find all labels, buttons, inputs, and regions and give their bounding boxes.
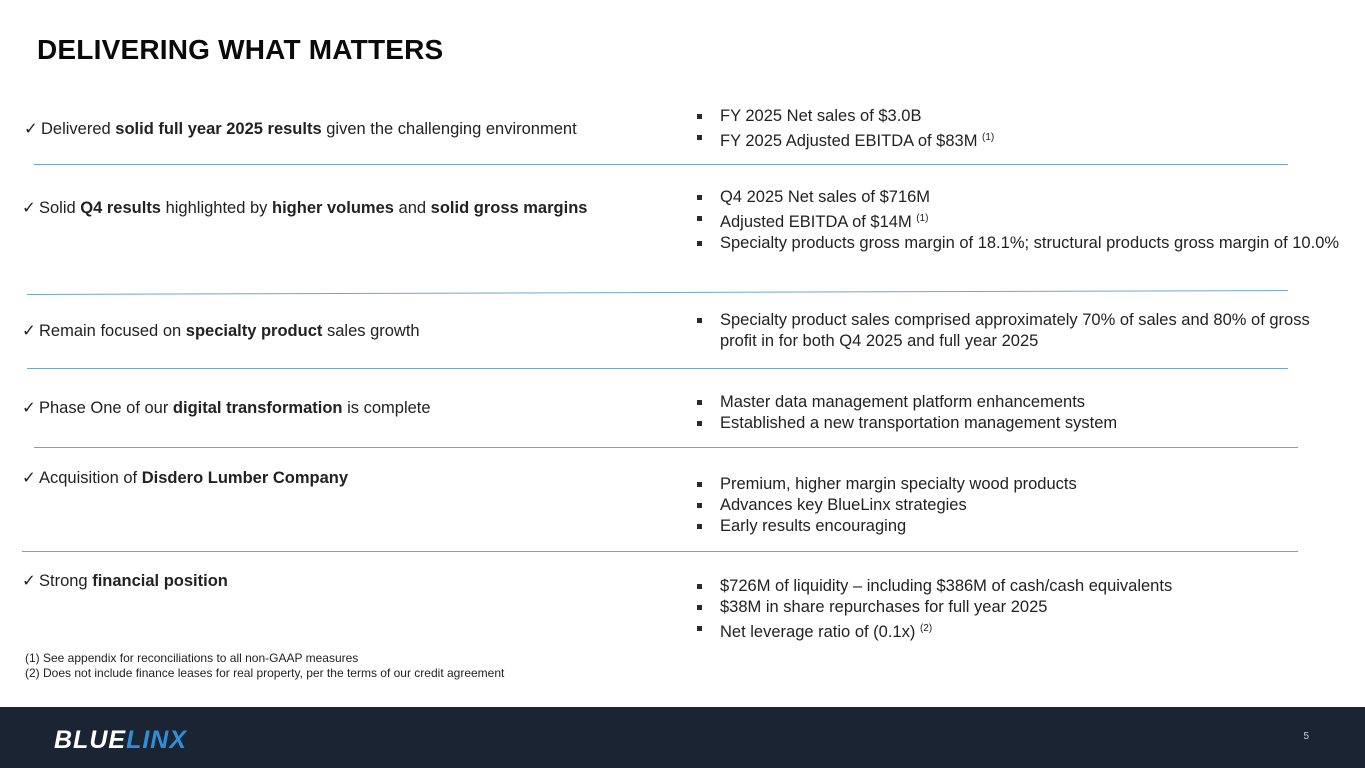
bullet-text: FY 2025 Adjusted EBITDA of $83M — [720, 132, 983, 150]
divider — [27, 290, 1288, 295]
footnotes: (1) See appendix for reconciliations to … — [25, 651, 504, 681]
footnote: (1) See appendix for reconciliations to … — [25, 651, 359, 665]
bullet-text: Specialty products gross margin of 18.1%… — [720, 234, 1340, 252]
bullet-item: Adjusted EBITDA of $14M (1) — [696, 208, 1346, 233]
statement-emphasis: financial position — [92, 572, 228, 590]
statement-text: Solid — [39, 199, 81, 217]
row-bullets: $726M of liquidity – including $386M of … — [696, 576, 1346, 643]
checkmark-icon: ✓ — [22, 322, 36, 340]
footer-bar: BLUELINX 5 — [0, 707, 1365, 768]
row-bullets: Master data management platform enhancem… — [696, 392, 1346, 434]
statement-text: Remain focused on — [39, 322, 186, 340]
statement-emphasis: higher volumes — [272, 199, 394, 217]
row-statement: ✓ Delivered solid full year 2025 results … — [24, 119, 577, 139]
statement-text: Phase One of our — [39, 399, 173, 417]
divider — [34, 164, 1288, 165]
statement-text: is complete — [342, 399, 431, 417]
statement-emphasis: digital transformation — [172, 399, 343, 417]
bullet-item: Master data management platform enhancem… — [696, 392, 1346, 413]
bullet-item: Advances key BlueLinx strategies — [696, 495, 1346, 516]
logo-text-blue: BLUE — [54, 726, 127, 754]
row-bullets: Premium, higher margin specialty wood pr… — [696, 474, 1346, 537]
row-bullets: FY 2025 Net sales of $3.0B FY 2025 Adjust… — [696, 106, 1346, 152]
divider — [22, 551, 1298, 552]
row-statement: ✓ Solid Q4 results highlighted by higher … — [22, 198, 587, 218]
divider — [34, 447, 1298, 448]
bullet-text: Specialty product sales comprised approx… — [720, 311, 1310, 350]
bullet-item: Established a new transportation managem… — [696, 413, 1346, 434]
bullet-text: Premium, higher margin specialty wood pr… — [720, 475, 1077, 493]
bullet-item: $38M in share repurchases for full year … — [696, 597, 1346, 618]
bluelinx-logo: BLUELINX — [54, 726, 187, 755]
bullet-item: Specialty product sales comprised approx… — [696, 310, 1346, 352]
bullet-text: Established a new transportation managem… — [720, 414, 1118, 432]
logo-text-linx: LINX — [126, 726, 188, 754]
bullet-text: Early results encouraging — [720, 517, 907, 535]
checkmark-icon: ✓ — [24, 120, 38, 138]
bullet-text: Adjusted EBITDA of $14M — [720, 213, 917, 231]
bullet-item: Q4 2025 Net sales of $716M — [696, 187, 1346, 208]
statement-emphasis: solid full year 2025 results — [115, 120, 322, 138]
row-statement: ✓ Phase One of our digital transformation… — [22, 398, 431, 418]
statement-text: given the challenging environment — [321, 120, 577, 138]
row-statement: ✓ Acquisition of Disdero Lumber Company — [22, 468, 348, 488]
bullet-text: Advances key BlueLinx strategies — [720, 496, 967, 514]
footnote-ref: (1) — [982, 132, 995, 143]
statement-emphasis: Disdero Lumber Company — [141, 469, 349, 487]
bullet-item: $726M of liquidity – including $386M of … — [696, 576, 1346, 597]
checkmark-icon: ✓ — [22, 399, 36, 417]
bullet-text: FY 2025 Net sales of $3.0B — [720, 107, 922, 125]
bullet-text: $38M in share repurchases for full year … — [720, 598, 1048, 616]
checkmark-icon: ✓ — [22, 572, 36, 590]
statement-emphasis: solid gross margins — [430, 199, 588, 217]
checkmark-icon: ✓ — [22, 199, 36, 217]
divider — [27, 368, 1288, 369]
statement-text: Acquisition of — [39, 469, 142, 487]
bullet-text: $726M of liquidity – including $386M of … — [720, 577, 1173, 595]
statement-text: and — [393, 199, 431, 217]
bullet-text: Master data management platform enhancem… — [720, 393, 1086, 411]
bullet-item: FY 2025 Net sales of $3.0B — [696, 106, 1346, 127]
statement-text: Delivered — [41, 120, 116, 138]
statement-emphasis: specialty product — [185, 322, 323, 340]
bullet-item: Early results encouraging — [696, 516, 1346, 537]
bullet-item: Premium, higher margin specialty wood pr… — [696, 474, 1346, 495]
row-bullets: Specialty product sales comprised approx… — [696, 310, 1346, 352]
bullet-item: Net leverage ratio of (0.1x) (2) — [696, 618, 1346, 643]
page-number: 5 — [1303, 731, 1309, 742]
footnote-ref: (1) — [916, 213, 929, 224]
bullet-item: FY 2025 Adjusted EBITDA of $83M (1) — [696, 127, 1346, 152]
footnote: (2) Does not include finance leases for … — [25, 666, 505, 680]
checkmark-icon: ✓ — [22, 469, 36, 487]
row-statement: ✓ Remain focused on specialty product sal… — [22, 321, 420, 341]
page-title: DELIVERING WHAT MATTERS — [37, 34, 444, 65]
bullet-text: Q4 2025 Net sales of $716M — [720, 188, 931, 206]
row-bullets: Q4 2025 Net sales of $716M Adjusted EBITD… — [696, 187, 1346, 254]
statement-emphasis: Q4 results — [80, 199, 161, 217]
footnote-ref: (2) — [919, 623, 933, 634]
statement-text: highlighted by — [161, 199, 272, 217]
bullet-item: Specialty products gross margin of 18.1%… — [696, 233, 1346, 254]
statement-text: sales growth — [322, 322, 420, 340]
bullet-text: Net leverage ratio of (0.1x) — [720, 623, 920, 641]
statement-text: Strong — [39, 572, 93, 590]
row-statement: ✓ Strong financial position — [22, 571, 228, 591]
